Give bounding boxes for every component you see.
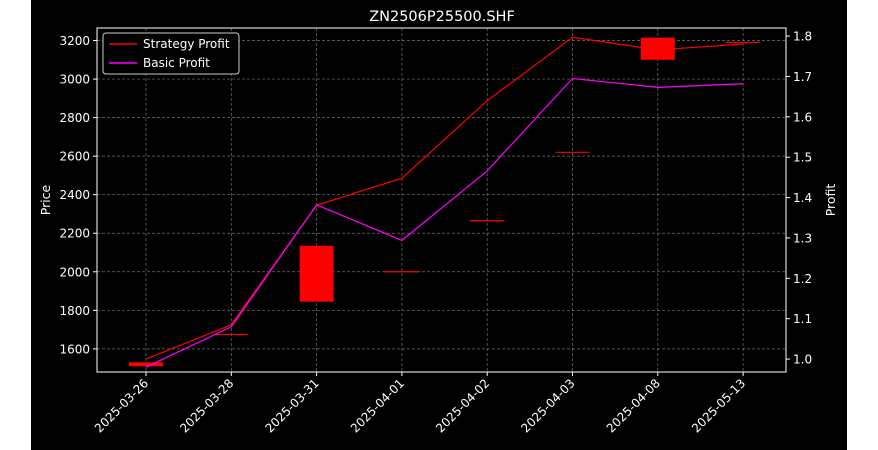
left-tick-label: 2400 [59, 188, 90, 202]
left-tick-label: 2800 [59, 111, 90, 125]
right-axis-label: Profit [823, 184, 838, 217]
x-tick-label: 2025-04-03 [518, 376, 577, 435]
right-tick-label: 1.2 [793, 272, 812, 286]
right-tick-label: 1.6 [793, 110, 812, 124]
left-tick-label: 1800 [59, 304, 90, 318]
right-tick-label: 1.0 [793, 353, 812, 367]
right-axis-ticks: 1.0 1.1 1.2 1.3 1.4 1.5 1.6 1.7 1.8 [786, 30, 812, 367]
candle-body [299, 245, 334, 302]
left-tick-label: 3200 [59, 34, 90, 48]
profit-lines [145, 36, 744, 368]
x-tick-label: 2025-04-08 [604, 376, 663, 435]
right-tick-label: 1.3 [793, 231, 812, 245]
legend: Strategy Profit Basic Profit [102, 32, 240, 75]
right-tick-label: 1.7 [793, 70, 812, 84]
right-tick-label: 1.1 [793, 312, 812, 326]
x-tick-label: 2025-03-26 [92, 376, 151, 435]
left-tick-label: 3000 [59, 73, 90, 87]
right-tick-label: 1.4 [793, 191, 812, 205]
x-tick-label: 2025-04-02 [433, 376, 492, 435]
x-tick-label: 2025-05-13 [689, 376, 748, 435]
series-line-strategy-profit [145, 36, 744, 360]
legend-label-basic: Basic Profit [143, 56, 210, 70]
x-axis-ticks: 2025-03-26 2025-03-28 2025-03-31 2025-04-01… [92, 372, 748, 435]
legend-label-strategy: Strategy Profit [143, 37, 230, 51]
candles [129, 37, 761, 367]
left-tick-label: 2000 [59, 265, 90, 279]
right-tick-label: 1.5 [793, 151, 812, 165]
candle-body [129, 362, 163, 367]
x-tick-label: 2025-03-31 [263, 376, 322, 435]
x-tick-label: 2025-04-01 [348, 376, 407, 435]
right-tick-label: 1.8 [793, 30, 812, 44]
grid [97, 28, 786, 372]
left-tick-label: 2600 [59, 150, 90, 164]
chart-canvas: ZN2506P25500.SHF 1600 1800 2000 2200 2400 260… [31, 0, 847, 450]
series-line-basic-profit [145, 77, 744, 368]
left-axis-label: Price [38, 184, 53, 215]
plot-frame [96, 27, 787, 373]
left-tick-label: 1600 [59, 342, 90, 356]
chart: ZN2506P25500.SHF 1600 1800 2000 2200 2400 260… [38, 9, 838, 435]
chart-title: ZN2506P25500.SHF [369, 9, 515, 25]
candle-body [640, 37, 675, 60]
x-tick-label: 2025-03-28 [177, 376, 236, 435]
left-axis-ticks: 1600 1800 2000 2200 2400 2600 2800 3000 3200 [59, 34, 97, 356]
left-tick-label: 2200 [59, 227, 90, 241]
